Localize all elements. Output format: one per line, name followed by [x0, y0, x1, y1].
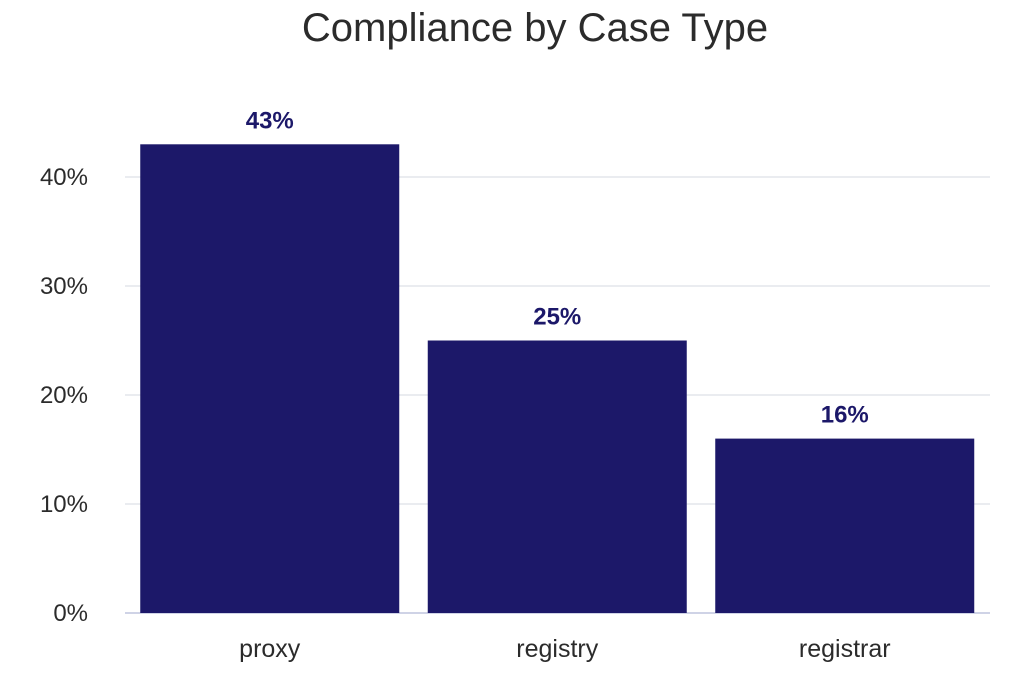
label-layer: 0% 10% 20% 30% 40% 43% proxy 25% registry 16% regi… — [40, 107, 891, 663]
chart-title: Compliance by Case Type — [301, 6, 769, 50]
bar — [140, 144, 400, 614]
bar-layer — [140, 144, 975, 614]
bar — [715, 438, 975, 613]
y-tick-label: 20% — [40, 382, 88, 409]
y-tick-label: 10% — [40, 491, 88, 518]
bar-data-label: 16% — [821, 402, 869, 429]
bar-data-label: 43% — [246, 107, 294, 134]
x-category-label: registrar — [799, 635, 891, 663]
y-tick-label: 30% — [40, 273, 88, 300]
y-tick-label: 0% — [53, 600, 88, 627]
x-category-label: registry — [516, 635, 598, 663]
x-category-label: proxy — [239, 635, 301, 663]
bar — [427, 340, 687, 613]
bar-data-label: 25% — [533, 304, 581, 331]
y-tick-label: 40% — [40, 164, 88, 191]
